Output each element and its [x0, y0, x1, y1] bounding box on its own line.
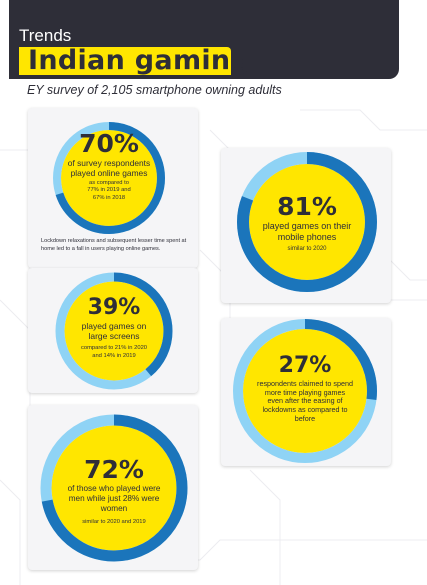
donut-online-games — [53, 122, 165, 234]
donut-gender — [40, 414, 188, 562]
section-kicker: Trends — [19, 26, 72, 45]
stat-online-games-desc: of survey respondents played online game… — [67, 158, 151, 179]
donut-center-fill — [249, 164, 365, 280]
stat-online-games-text: 70% of survey respondents played online … — [57, 131, 161, 202]
stat-online-games-percent: 70% — [79, 129, 139, 158]
stat-gender-desc: of those who played were men while just … — [67, 484, 161, 513]
donut-center-fill — [51, 425, 177, 551]
donut-more-time — [233, 319, 377, 463]
donut-large-screens — [55, 272, 173, 390]
stat-large-screens-percent: 39% — [87, 295, 141, 320]
stat-more-time-text: 27% respondents claimed to spend more ti… — [257, 355, 353, 423]
stat-gender-text: 72% of those who played were men while j… — [66, 457, 162, 526]
stat-online-games-detail: as compared to 77% in 2019 and 67% in 20… — [87, 180, 131, 201]
donut-center-fill — [243, 329, 367, 453]
donut-value-arc — [237, 152, 377, 292]
stat-large-screens-text: 39% played games on large screens compar… — [69, 297, 159, 360]
page-subtitle: EY survey of 2,105 smartphone owning adu… — [27, 83, 282, 97]
stat-mobile-detail: similar to 2020 — [287, 245, 327, 252]
donut-value-arc — [233, 319, 377, 463]
donut-value-arc — [55, 272, 173, 390]
stat-large-screens-detail: compared to 21% in 2020 and 14% in 2019 — [80, 345, 148, 359]
stat-large-screens-desc: played games on large screens — [81, 321, 147, 342]
stat-gender-detail: similar to 2020 and 2019 — [82, 518, 146, 525]
donut-value-arc — [53, 122, 165, 234]
donut-center-fill — [64, 281, 164, 381]
stat-gender-percent: 72% — [84, 455, 144, 484]
donut-center-fill — [61, 130, 157, 226]
donut-value-arc — [40, 414, 188, 562]
stat-mobile-percent: 81% — [277, 192, 337, 221]
stat-more-time-percent: 27% — [278, 353, 332, 378]
stat-more-time-desc: respondents claimed to spend more time p… — [257, 379, 353, 423]
stat-mobile-text: 81% played games on their mobile phones … — [260, 194, 354, 253]
stat-online-games-note: Lockdown relaxations and subsequent less… — [41, 238, 187, 253]
page-title: Indian gaming — [28, 45, 251, 76]
title-highlight — [19, 47, 231, 75]
donut-mobile — [237, 152, 377, 292]
stat-mobile-desc: played games on their mobile phones — [262, 221, 352, 242]
